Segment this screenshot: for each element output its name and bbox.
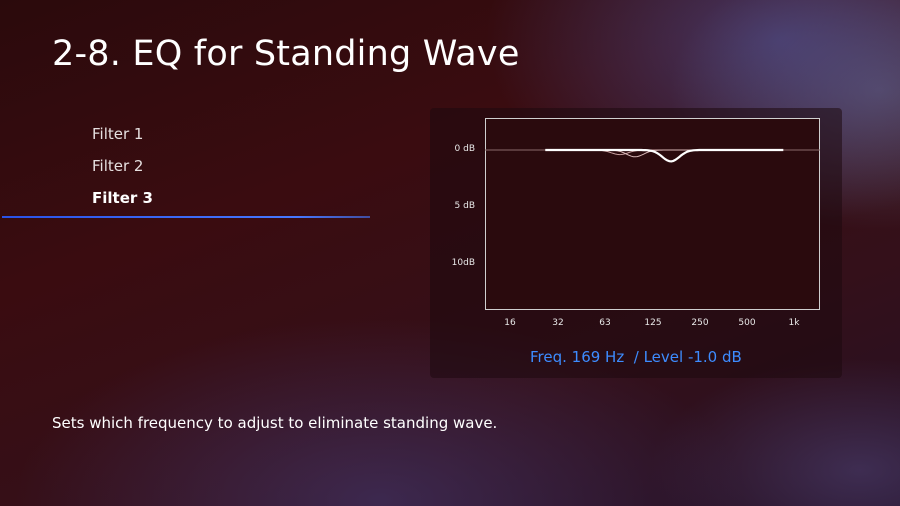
y-label-5db: 5 dB xyxy=(454,201,475,211)
x-label-16: 16 xyxy=(504,318,516,328)
filter-curve-3 xyxy=(545,148,784,163)
help-description: Sets which frequency to adjust to elimin… xyxy=(52,414,498,432)
x-label-250: 250 xyxy=(691,318,709,328)
filter-menu: Filter 1 Filter 2 Filter 3 xyxy=(0,118,370,218)
y-label-0db: 0 dB xyxy=(454,144,475,154)
eq-curves xyxy=(485,148,820,163)
menu-item-filter-3[interactable]: Filter 3 xyxy=(0,182,370,218)
y-label-10db: 10dB xyxy=(451,258,475,268)
freq-readout: Freq. 169 Hz xyxy=(530,348,625,366)
x-label-1k: 1k xyxy=(788,318,800,328)
readout-separator: / xyxy=(624,348,644,366)
menu-item-filter-2[interactable]: Filter 2 xyxy=(92,157,144,175)
menu-item-filter-1[interactable]: Filter 1 xyxy=(92,125,144,143)
x-label-32: 32 xyxy=(552,318,564,328)
x-label-125: 125 xyxy=(644,318,662,328)
freq-level-readout: Freq. 169 Hz / Level -1.0 dB xyxy=(530,348,742,366)
level-readout: Level -1.0 dB xyxy=(643,348,742,366)
x-label-63: 63 xyxy=(599,318,611,328)
x-label-500: 500 xyxy=(738,318,756,328)
page-title: 2-8. EQ for Standing Wave xyxy=(52,34,520,74)
